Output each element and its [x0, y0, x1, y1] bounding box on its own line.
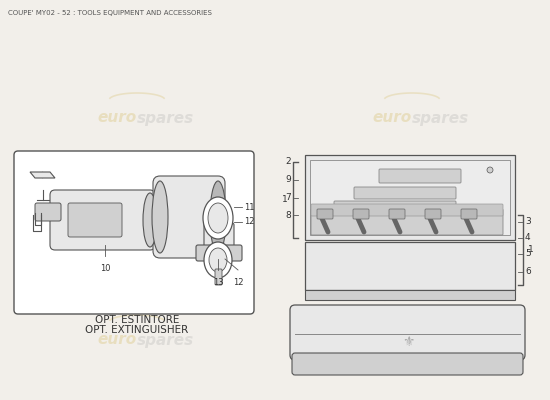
FancyBboxPatch shape	[311, 204, 503, 216]
Text: 12: 12	[244, 218, 255, 226]
FancyBboxPatch shape	[68, 203, 122, 237]
Text: 10: 10	[100, 264, 110, 273]
FancyBboxPatch shape	[379, 169, 461, 183]
FancyBboxPatch shape	[317, 209, 333, 219]
Text: 13: 13	[213, 278, 223, 287]
Text: 12: 12	[233, 278, 243, 287]
Text: OPT. ESTINTORE: OPT. ESTINTORE	[95, 315, 179, 325]
Polygon shape	[295, 310, 520, 355]
Text: 3: 3	[525, 218, 531, 226]
Text: euro: euro	[98, 332, 137, 348]
Ellipse shape	[143, 193, 157, 247]
Text: OPT. EXTINGUISHER: OPT. EXTINGUISHER	[85, 325, 189, 335]
Circle shape	[487, 167, 493, 173]
FancyBboxPatch shape	[35, 203, 61, 221]
Text: spares: spares	[412, 110, 469, 126]
Ellipse shape	[210, 181, 226, 253]
FancyBboxPatch shape	[389, 209, 405, 219]
Polygon shape	[30, 172, 55, 178]
Text: 4: 4	[525, 234, 531, 242]
FancyBboxPatch shape	[14, 151, 254, 314]
FancyBboxPatch shape	[334, 201, 456, 212]
FancyBboxPatch shape	[353, 209, 369, 219]
FancyBboxPatch shape	[215, 269, 222, 285]
FancyBboxPatch shape	[290, 305, 525, 360]
Ellipse shape	[204, 242, 232, 278]
Text: 11: 11	[244, 202, 255, 212]
FancyBboxPatch shape	[292, 353, 523, 375]
Text: spares: spares	[137, 110, 194, 126]
Text: 9: 9	[285, 176, 291, 184]
Ellipse shape	[209, 248, 227, 272]
Polygon shape	[305, 242, 515, 290]
Ellipse shape	[152, 181, 168, 253]
Text: 6: 6	[525, 268, 531, 276]
FancyBboxPatch shape	[196, 245, 242, 261]
Text: 2: 2	[285, 158, 291, 166]
Text: 7: 7	[285, 194, 291, 202]
Text: euro: euro	[373, 312, 412, 328]
FancyBboxPatch shape	[50, 190, 155, 250]
FancyBboxPatch shape	[311, 209, 503, 235]
FancyBboxPatch shape	[354, 187, 456, 199]
FancyBboxPatch shape	[425, 209, 441, 219]
Text: 1: 1	[282, 196, 288, 204]
FancyBboxPatch shape	[204, 223, 234, 249]
Text: COUPE' MY02 - 52 : TOOLS EQUIPMENT AND ACCESSORIES: COUPE' MY02 - 52 : TOOLS EQUIPMENT AND A…	[8, 10, 212, 16]
Text: euro: euro	[98, 110, 137, 126]
Polygon shape	[305, 155, 515, 240]
FancyBboxPatch shape	[461, 209, 477, 219]
Text: 1: 1	[528, 246, 534, 254]
Ellipse shape	[208, 203, 228, 233]
Ellipse shape	[203, 197, 233, 239]
Polygon shape	[310, 160, 510, 235]
Text: 8: 8	[285, 210, 291, 220]
Text: 5: 5	[525, 250, 531, 258]
Text: spares: spares	[412, 312, 469, 328]
Text: spares: spares	[137, 332, 194, 348]
Text: ⚜: ⚜	[402, 335, 414, 349]
Text: euro: euro	[373, 110, 412, 126]
FancyBboxPatch shape	[153, 176, 225, 258]
Polygon shape	[305, 290, 515, 300]
